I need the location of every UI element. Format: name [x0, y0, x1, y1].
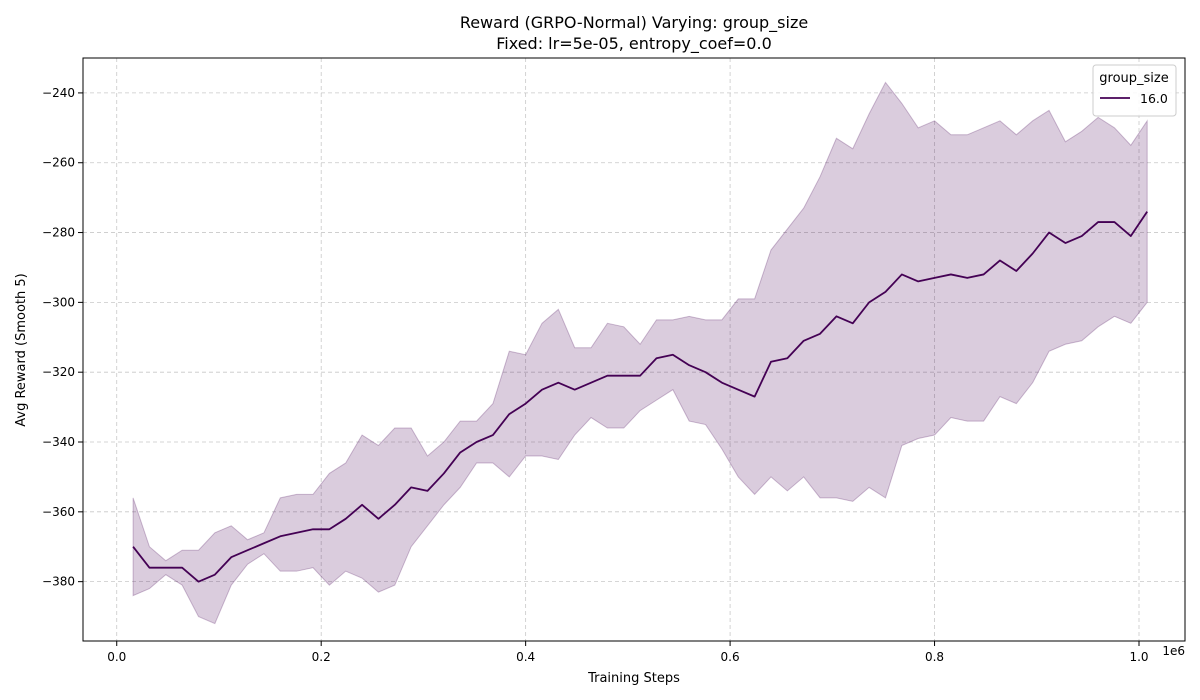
- grid-lines: [83, 58, 1185, 641]
- x-tick-label: 0.2: [312, 650, 331, 664]
- confidence-band-layer: [132, 81, 1148, 625]
- x-axis-label: Training Steps: [587, 671, 680, 686]
- y-tick-label: −260: [42, 156, 75, 170]
- y-tick-label: −320: [42, 365, 75, 379]
- legend-box: [1092, 64, 1177, 117]
- axis-ticks: 0.0 0.2 0.4 0.6 0.8 1.0 −380 −360 −340 −320 −300 −2…: [42, 86, 1149, 664]
- x-tick-label: 1.0: [1129, 650, 1148, 664]
- plot-frame: [82, 57, 1186, 642]
- chart-title-line1: Reward (GRPO-Normal) Varying: group_size: [460, 13, 808, 33]
- y-tick-label: −280: [42, 226, 75, 240]
- legend-entry-label: 16.0: [1140, 91, 1168, 106]
- y-tick-label: −380: [42, 575, 75, 589]
- x-tick-label: 0.8: [925, 650, 944, 664]
- confidence-band: [132, 81, 1148, 625]
- x-tick-label: 0.4: [516, 650, 535, 664]
- y-axis-label: Avg Reward (Smooth 5): [14, 273, 29, 426]
- y-tick-label: −240: [42, 86, 75, 100]
- legend: group_size 16.0: [1092, 64, 1177, 117]
- y-tick-label: −300: [42, 295, 75, 309]
- chart-title-line2: Fixed: lr=5e-05, entropy_coef=0.0: [496, 34, 772, 54]
- y-tick-label: −340: [42, 435, 75, 449]
- x-tick-label: 0.0: [107, 650, 126, 664]
- x-axis-offset-label: 1e6: [1162, 644, 1185, 658]
- x-tick-label: 0.6: [721, 650, 740, 664]
- series-line-group-size-16: [132, 211, 1148, 583]
- legend-title: group_size: [1099, 71, 1168, 86]
- y-tick-label: −360: [42, 505, 75, 519]
- mean-line-layer: [132, 211, 1148, 583]
